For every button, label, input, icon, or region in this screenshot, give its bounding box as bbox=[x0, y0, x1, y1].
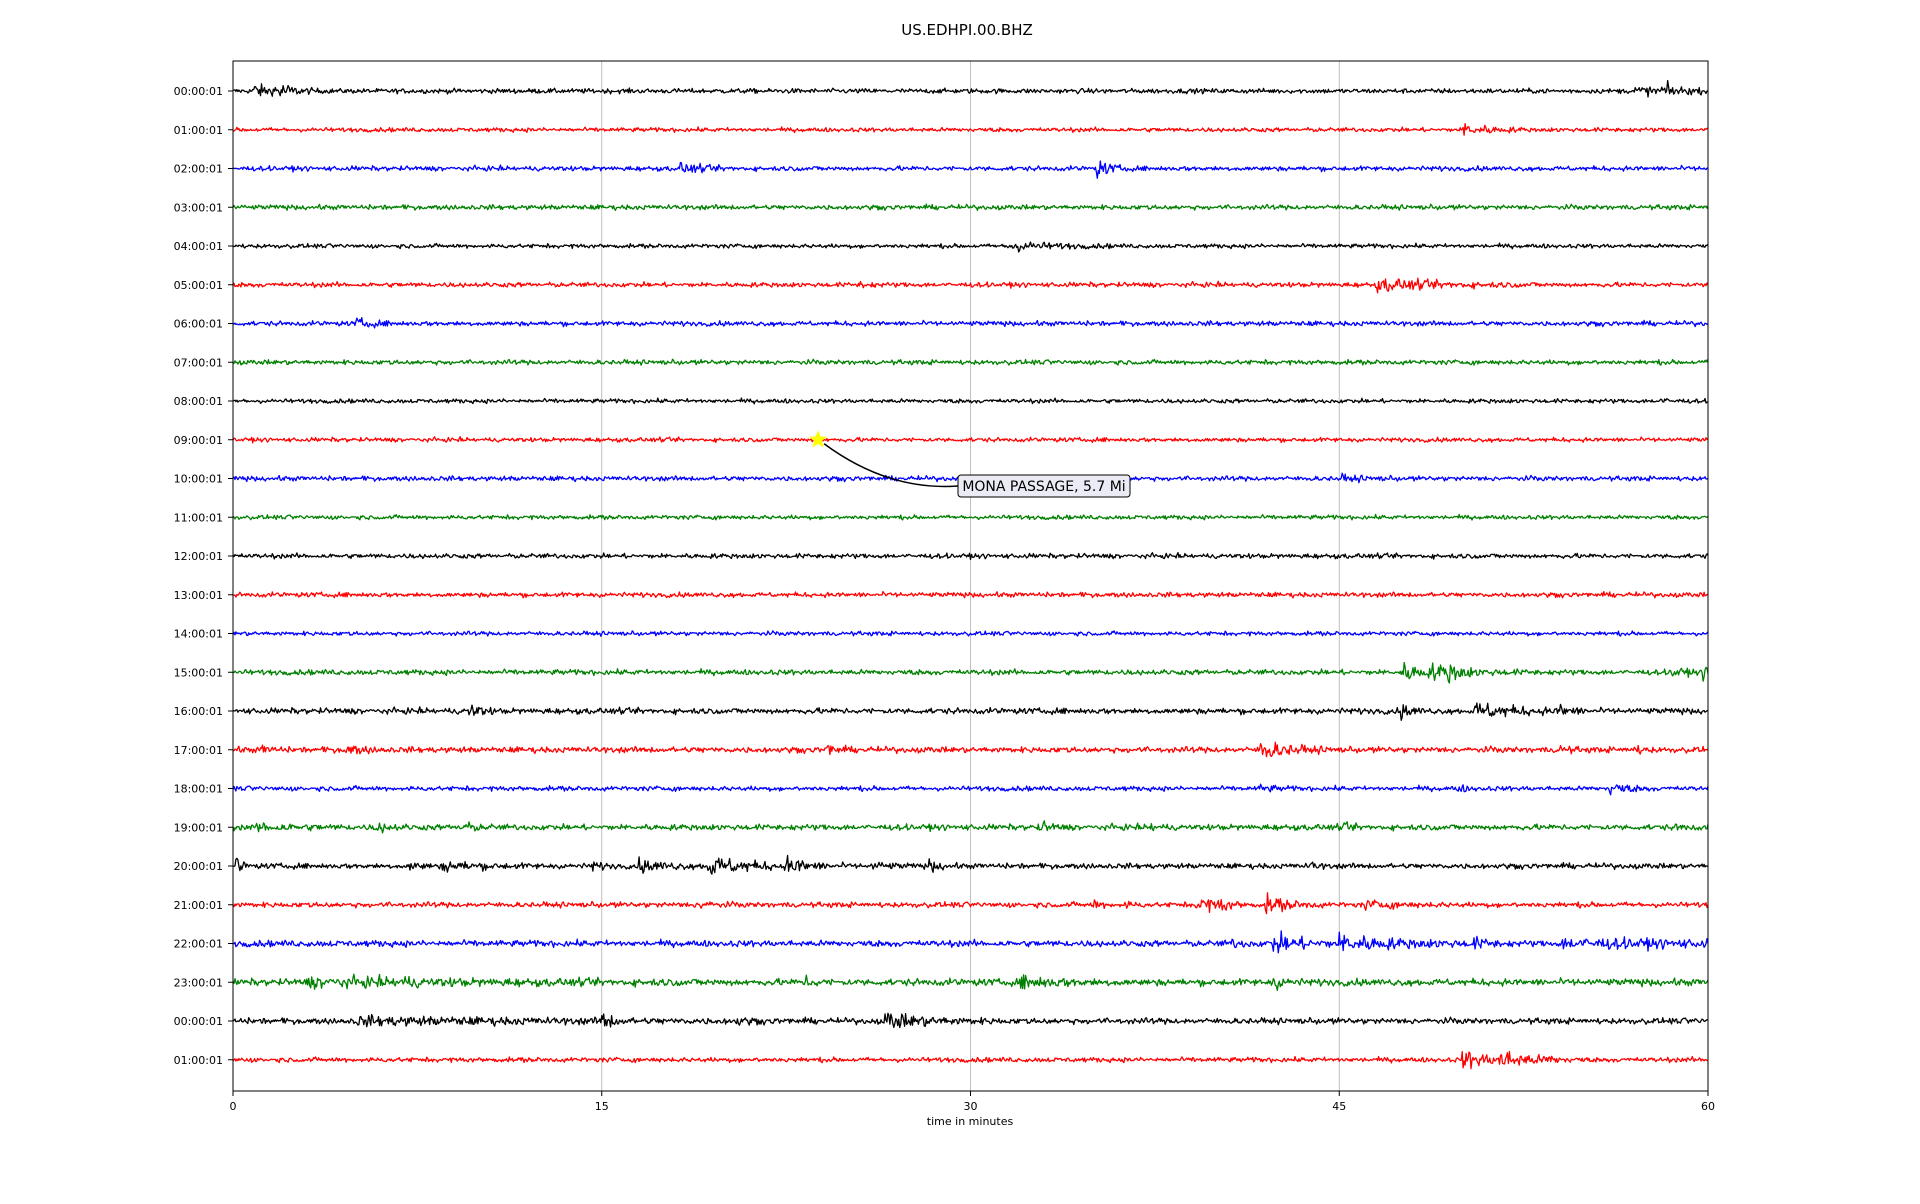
plot-frame bbox=[232, 60, 1709, 1092]
row-label-11: 11:00:01 bbox=[174, 511, 223, 524]
trace-row-25 bbox=[232, 1050, 1709, 1070]
annotation-box bbox=[957, 474, 1131, 498]
row-label-16: 16:00:01 bbox=[174, 705, 223, 718]
grid-layer bbox=[601, 61, 1340, 1091]
trace-row-6 bbox=[232, 317, 1709, 329]
trace-row-9 bbox=[232, 436, 1709, 444]
trace-row-20 bbox=[232, 854, 1708, 875]
row-label-4: 04:00:01 bbox=[174, 240, 223, 253]
x-tick-label-0: 0 bbox=[230, 1100, 237, 1113]
annotation-arrow bbox=[823, 443, 959, 488]
x-tick-label-30: 30 bbox=[964, 1100, 978, 1113]
row-label-21: 21:00:01 bbox=[174, 899, 223, 912]
trace-row-22 bbox=[232, 930, 1709, 954]
trace-row-17 bbox=[233, 741, 1709, 758]
trace-row-8 bbox=[232, 397, 1708, 405]
trace-row-13 bbox=[232, 590, 1709, 599]
x-tick-label-45: 45 bbox=[1332, 1100, 1346, 1113]
x-axis: 0 15 30 45 60 bbox=[230, 1091, 1715, 1113]
row-label-1: 01:00:01 bbox=[174, 124, 223, 137]
row-label-14: 14:00:01 bbox=[174, 628, 223, 641]
trace-row-19 bbox=[232, 820, 1709, 834]
row-label-22: 22:00:01 bbox=[174, 938, 223, 951]
trace-row-12 bbox=[232, 551, 1709, 561]
row-label-8: 08:00:01 bbox=[174, 395, 223, 408]
x-axis-label: time in minutes bbox=[927, 1115, 1014, 1128]
trace-row-24 bbox=[232, 1012, 1709, 1029]
row-label-18: 18:00:01 bbox=[174, 783, 223, 796]
row-label-7: 07:00:01 bbox=[174, 356, 223, 369]
trace-row-1 bbox=[232, 122, 1709, 136]
trace-row-3 bbox=[232, 203, 1709, 211]
chart-title: US.EDHPI.00.BHZ bbox=[901, 21, 1033, 39]
row-label-6: 06:00:01 bbox=[174, 318, 223, 331]
trace-row-16 bbox=[232, 702, 1709, 721]
traces-layer bbox=[232, 79, 1709, 1070]
event-star-icon bbox=[808, 430, 828, 448]
trace-row-18 bbox=[232, 783, 1709, 796]
row-label-20: 20:00:01 bbox=[174, 860, 223, 873]
trace-row-15 bbox=[232, 661, 1709, 684]
trace-row-5 bbox=[232, 277, 1709, 294]
row-label-23: 23:00:01 bbox=[174, 976, 223, 989]
row-label-15: 15:00:01 bbox=[174, 666, 223, 679]
trace-row-2 bbox=[232, 160, 1709, 179]
x-tick-label-60: 60 bbox=[1701, 1100, 1715, 1113]
row-label-19: 19:00:01 bbox=[174, 821, 223, 834]
row-label-12: 12:00:01 bbox=[174, 550, 223, 563]
x-tick-label-15: 15 bbox=[595, 1100, 609, 1113]
trace-row-21 bbox=[232, 892, 1709, 915]
row-label-24: 00:00:01 bbox=[174, 1015, 223, 1028]
row-label-5: 05:00:01 bbox=[174, 279, 223, 292]
trace-row-14 bbox=[232, 630, 1709, 637]
row-label-3: 03:00:01 bbox=[174, 201, 223, 214]
row-label-13: 13:00:01 bbox=[174, 589, 223, 602]
row-labels: 00:00:01 01:00:01 02:00:01 03:00:01 04:00:01… bbox=[174, 85, 233, 1067]
trace-row-11 bbox=[232, 513, 1709, 521]
trace-row-4 bbox=[232, 241, 1709, 253]
row-label-25: 01:00:01 bbox=[174, 1054, 223, 1067]
event-annotation: MONA PASSAGE, 5.7 Mi bbox=[808, 430, 1131, 498]
row-label-2: 02:00:01 bbox=[174, 163, 223, 176]
row-label-9: 09:00:01 bbox=[174, 434, 223, 447]
trace-row-7 bbox=[232, 358, 1709, 366]
trace-row-23 bbox=[232, 973, 1709, 992]
row-label-10: 10:00:01 bbox=[174, 473, 223, 486]
row-label-0: 00:00:01 bbox=[174, 85, 223, 98]
row-label-17: 17:00:01 bbox=[174, 744, 223, 757]
trace-row-0 bbox=[232, 79, 1709, 98]
annotation-text: MONA PASSAGE, 5.7 Mi bbox=[962, 479, 1125, 495]
